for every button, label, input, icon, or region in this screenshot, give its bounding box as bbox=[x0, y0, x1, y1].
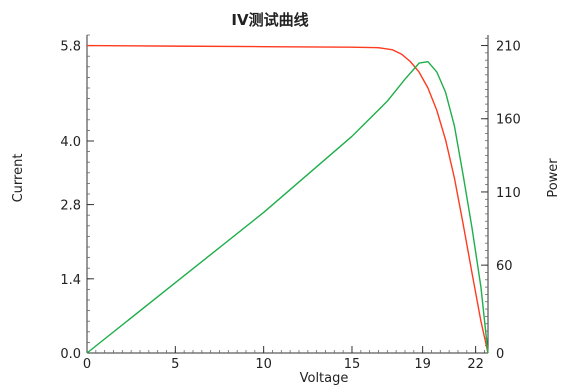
y2-tick-label: 210 bbox=[496, 40, 521, 55]
y2-tick-label: 110 bbox=[496, 186, 521, 201]
power-curve-line bbox=[86, 60, 489, 354]
x-tick-label: 0 bbox=[83, 357, 91, 372]
x-tick-label: 15 bbox=[344, 357, 361, 372]
current-curve-line bbox=[86, 44, 489, 354]
y-tick-label: 2.8 bbox=[60, 199, 81, 214]
x-tick-label: 10 bbox=[255, 357, 272, 372]
y-tick-label: 5.8 bbox=[60, 40, 81, 55]
y-tick-label: 4.0 bbox=[60, 135, 81, 150]
y-tick-label: 0.0 bbox=[60, 347, 81, 362]
x-axis-title: Voltage bbox=[300, 371, 349, 386]
y-axis-title: Current bbox=[11, 154, 26, 203]
x-tick-label: 19 bbox=[414, 357, 431, 372]
chart-title: IV测试曲线 bbox=[231, 11, 308, 29]
x-tick-label: 22 bbox=[467, 357, 484, 372]
y2-tick-label: 160 bbox=[496, 113, 521, 128]
y2-axis-title: Power bbox=[546, 158, 561, 198]
plot-area: 0 5 10 15 19 22 0.0 1.4 2.8 4.0 5.8 0 60 110 160 210 bbox=[60, 34, 521, 372]
y2-tick-label: 0 bbox=[496, 347, 504, 362]
y2-tick-label: 60 bbox=[496, 259, 513, 274]
x-tick-label: 5 bbox=[171, 357, 179, 372]
y-tick-label: 1.4 bbox=[60, 273, 81, 288]
